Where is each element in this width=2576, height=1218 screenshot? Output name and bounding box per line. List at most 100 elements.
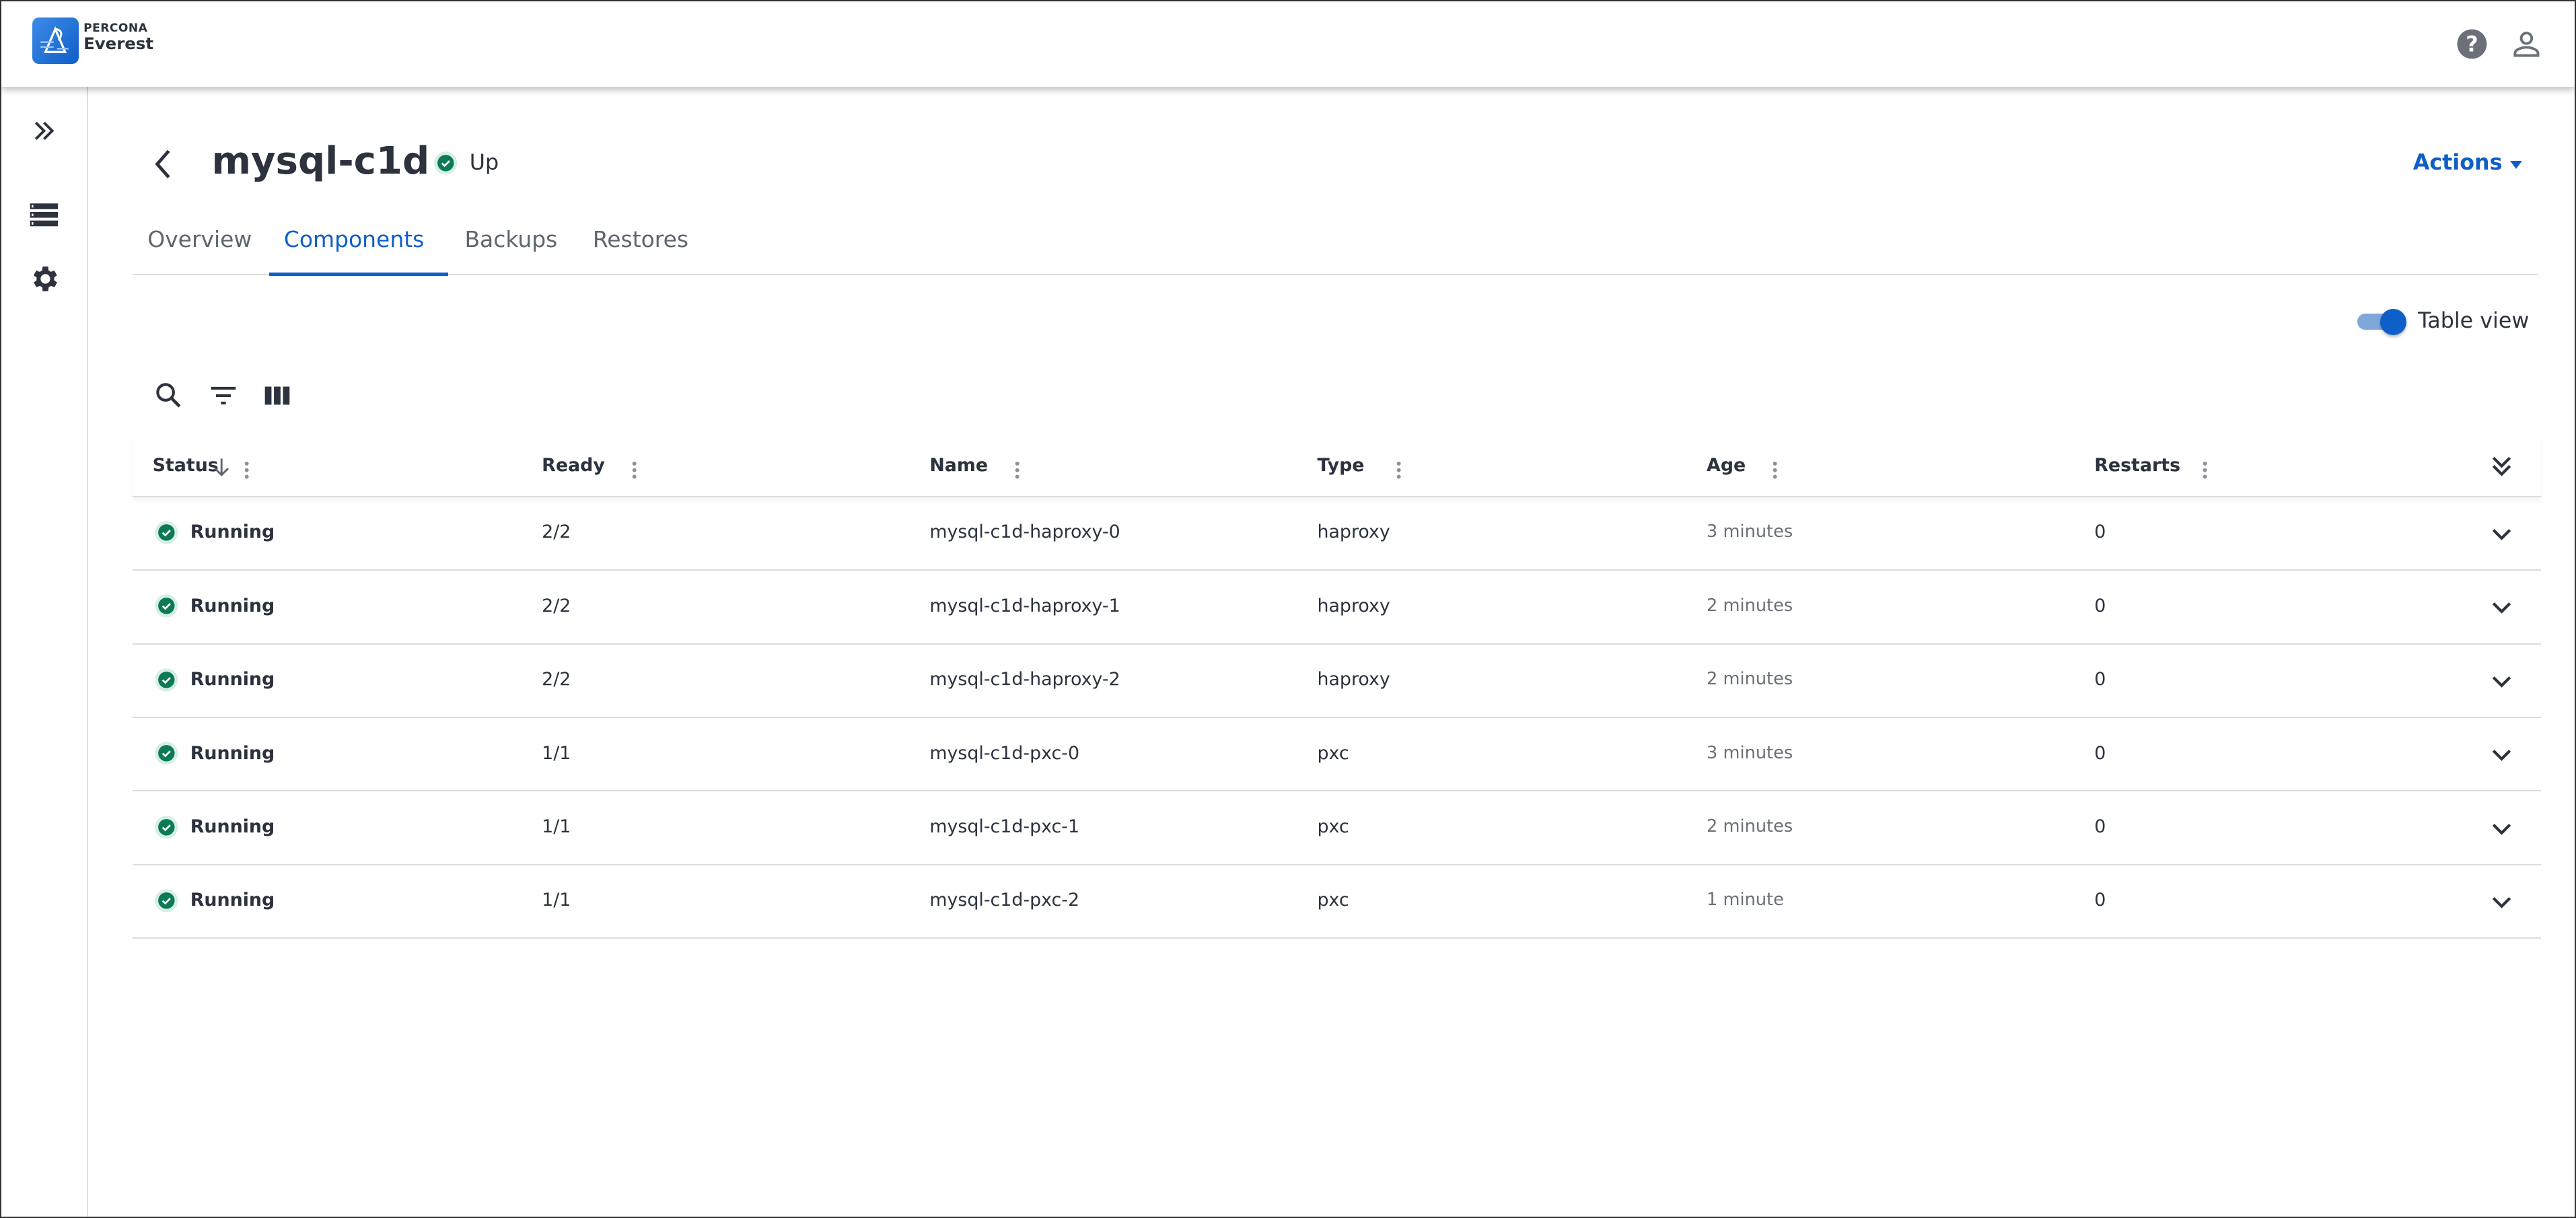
ready-cell: 1/1 bbox=[542, 742, 571, 764]
tab-restores[interactable]: Restores bbox=[592, 226, 688, 253]
status-cell: Running bbox=[190, 522, 275, 543]
status-cell: Running bbox=[190, 595, 275, 616]
status-cell: Running bbox=[190, 742, 275, 764]
svg-text:?: ? bbox=[2466, 32, 2478, 57]
status-cell: Running bbox=[190, 890, 275, 911]
actions-button[interactable]: Actions bbox=[2412, 151, 2503, 176]
restarts-cell: 0 bbox=[2094, 595, 2106, 616]
sidebar bbox=[1, 86, 88, 1217]
ready-cell: 1/1 bbox=[542, 890, 571, 911]
running-status-icon bbox=[154, 815, 179, 840]
column-header-type[interactable]: Type bbox=[1317, 454, 1365, 476]
running-status-icon bbox=[154, 594, 179, 618]
age-cell: 3 minutes bbox=[1707, 742, 1793, 763]
type-cell: haproxy bbox=[1317, 669, 1390, 690]
age-cell: 2 minutes bbox=[1707, 816, 1793, 837]
components-table: Status Ready Name Type Age Restarts Runn… bbox=[133, 435, 2542, 939]
brand-line2: Everest bbox=[83, 34, 153, 54]
columns-icon[interactable] bbox=[262, 381, 292, 410]
status-cell: Running bbox=[190, 816, 275, 838]
sort-desc-icon[interactable] bbox=[213, 455, 229, 476]
age-cell: 3 minutes bbox=[1707, 522, 1793, 542]
column-menu-icon[interactable] bbox=[244, 456, 249, 479]
active-tab-indicator bbox=[269, 272, 449, 276]
column-header-name[interactable]: Name bbox=[929, 454, 989, 476]
type-cell: haproxy bbox=[1317, 595, 1390, 616]
column-header-status[interactable]: Status bbox=[152, 454, 219, 476]
tab-overview[interactable]: Overview bbox=[147, 226, 252, 253]
column-menu-icon[interactable] bbox=[2203, 456, 2207, 479]
percona-everest-logo[interactable] bbox=[32, 17, 79, 64]
name-cell: mysql-c1d-haproxy-0 bbox=[929, 522, 1120, 543]
table-row[interactable]: Running 1/1 mysql-c1d-pxc-2 pxc 1 minute… bbox=[133, 865, 2542, 939]
table-view-toggle[interactable] bbox=[2354, 308, 2410, 335]
type-cell: pxc bbox=[1317, 742, 1349, 764]
restarts-cell: 0 bbox=[2094, 890, 2106, 911]
ready-cell: 2/2 bbox=[542, 595, 571, 616]
running-status-icon bbox=[154, 668, 179, 692]
table-header: Status Ready Name Type Age Restarts bbox=[133, 435, 2542, 497]
status-up-icon bbox=[433, 151, 458, 182]
column-header-ready[interactable]: Ready bbox=[542, 454, 605, 476]
age-cell: 2 minutes bbox=[1707, 595, 1793, 616]
column-menu-icon[interactable] bbox=[1773, 456, 1777, 479]
table-body: Running 2/2 mysql-c1d-haproxy-0 haproxy … bbox=[133, 497, 2542, 939]
column-menu-icon[interactable] bbox=[632, 456, 637, 479]
ready-cell: 2/2 bbox=[542, 522, 571, 543]
restarts-cell: 0 bbox=[2094, 816, 2106, 838]
settings-icon[interactable] bbox=[28, 262, 61, 295]
column-header-restarts[interactable]: Restarts bbox=[2094, 454, 2181, 476]
table-row[interactable]: Running 2/2 mysql-c1d-haproxy-0 haproxy … bbox=[133, 497, 2542, 571]
running-status-icon bbox=[154, 520, 179, 545]
age-cell: 1 minute bbox=[1707, 890, 1784, 910]
tab-components[interactable]: Components bbox=[283, 226, 425, 253]
type-cell: haproxy bbox=[1317, 522, 1390, 543]
caret-down-icon[interactable] bbox=[2509, 160, 2522, 169]
name-cell: mysql-c1d-haproxy-1 bbox=[929, 595, 1120, 616]
running-status-icon bbox=[154, 741, 179, 766]
restarts-cell: 0 bbox=[2094, 742, 2106, 764]
column-menu-icon[interactable] bbox=[1015, 456, 1019, 479]
name-cell: mysql-c1d-pxc-0 bbox=[929, 742, 1080, 764]
expand-row-icon[interactable] bbox=[2489, 668, 2515, 694]
expand-row-icon[interactable] bbox=[2489, 888, 2515, 915]
restarts-cell: 0 bbox=[2094, 669, 2106, 690]
table-row[interactable]: Running 1/1 mysql-c1d-pxc-0 pxc 3 minute… bbox=[133, 718, 2542, 792]
restarts-cell: 0 bbox=[2094, 522, 2106, 543]
ready-cell: 1/1 bbox=[542, 816, 571, 838]
expand-icon[interactable] bbox=[28, 114, 61, 147]
expand-row-icon[interactable] bbox=[2489, 594, 2515, 620]
user-icon[interactable] bbox=[2510, 28, 2543, 61]
type-cell: pxc bbox=[1317, 890, 1349, 911]
brand-line1: PERCONA bbox=[83, 21, 148, 35]
name-cell: mysql-c1d-haproxy-2 bbox=[929, 669, 1120, 690]
tab-bar: Overview Components Backups Restores bbox=[133, 215, 2539, 276]
search-icon[interactable] bbox=[154, 381, 184, 410]
name-cell: mysql-c1d-pxc-1 bbox=[929, 816, 1080, 838]
status-badge: Up bbox=[469, 151, 499, 176]
brand-name: PERCONA Everest bbox=[83, 21, 153, 54]
top-bar: PERCONA Everest ? bbox=[1, 1, 2575, 87]
age-cell: 2 minutes bbox=[1707, 669, 1793, 690]
name-cell: mysql-c1d-pxc-2 bbox=[929, 890, 1080, 911]
table-row[interactable]: Running 2/2 mysql-c1d-haproxy-2 haproxy … bbox=[133, 645, 2542, 719]
table-row[interactable]: Running 2/2 mysql-c1d-haproxy-1 haproxy … bbox=[133, 571, 2542, 645]
column-header-age[interactable]: Age bbox=[1707, 454, 1746, 476]
back-button[interactable] bbox=[147, 146, 180, 182]
table-row[interactable]: Running 1/1 mysql-c1d-pxc-1 pxc 2 minute… bbox=[133, 791, 2542, 865]
running-status-icon bbox=[154, 888, 179, 913]
column-menu-icon[interactable] bbox=[1396, 456, 1401, 479]
expand-row-icon[interactable] bbox=[2489, 741, 2515, 767]
expand-row-icon[interactable] bbox=[2489, 520, 2515, 546]
table-view-label: Table view bbox=[2418, 308, 2530, 333]
filter-icon[interactable] bbox=[209, 381, 238, 410]
ready-cell: 2/2 bbox=[542, 669, 571, 690]
tab-backups[interactable]: Backups bbox=[464, 226, 558, 253]
databases-icon[interactable] bbox=[28, 199, 61, 231]
type-cell: pxc bbox=[1317, 816, 1349, 838]
expand-row-icon[interactable] bbox=[2489, 815, 2515, 841]
help-icon[interactable]: ? bbox=[2456, 28, 2489, 61]
expand-all-icon[interactable] bbox=[2489, 453, 2515, 479]
page-title: mysql-c1d bbox=[211, 139, 430, 184]
